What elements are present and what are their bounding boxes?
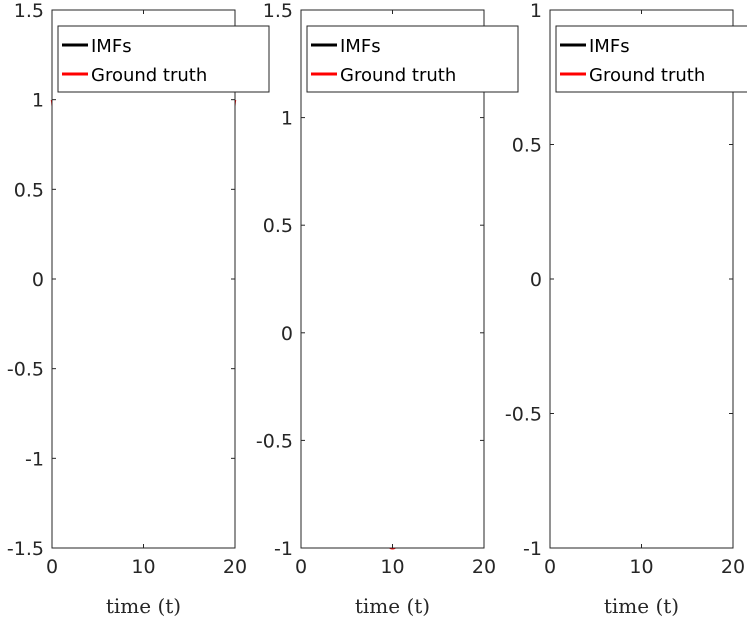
y-tick-label: 0 <box>530 269 542 291</box>
x-tick-label: 0 <box>46 556 58 578</box>
y-tick-label: -0.5 <box>7 359 44 381</box>
y-tick-label: 1.5 <box>263 0 293 22</box>
legend-box <box>57 25 270 93</box>
x-tick-label: 10 <box>380 556 404 578</box>
subplot-1: 0 10 20 -1.5 -1 -0.5 0 0.5 1 1.5 time (t) IMFs Groun… <box>7 0 270 618</box>
legend-entry-label: Ground truth <box>340 65 456 86</box>
y-tick-label: -1.5 <box>7 538 44 560</box>
x-tick-label: 20 <box>721 556 745 578</box>
y-tick-label: 0 <box>281 323 293 345</box>
x-tick-label: 20 <box>223 556 247 578</box>
y-tick-label: 1 <box>32 90 44 112</box>
x-tick-label: 0 <box>295 556 307 578</box>
x-axis-label: time (t) <box>604 594 679 618</box>
y-tick-label: -0.5 <box>505 404 542 426</box>
y-tick-label: -1 <box>274 538 293 560</box>
legend-entry-label: IMFs <box>340 36 381 57</box>
y-tick-label: 0.5 <box>14 179 44 201</box>
y-tick-label: 0.5 <box>263 215 293 237</box>
legend-box <box>306 25 519 93</box>
x-tick-label: 10 <box>629 556 653 578</box>
axes-frame <box>549 9 734 549</box>
legend: IMFs Ground truth <box>555 25 747 93</box>
x-tick-label: 10 <box>131 556 155 578</box>
x-axis-label: time (t) <box>355 594 430 618</box>
legend-entry-label: Ground truth <box>91 65 207 86</box>
legend-box <box>555 25 747 93</box>
y-tick-label: 0.5 <box>512 135 542 157</box>
y-tick-label: 0 <box>32 269 44 291</box>
x-tick-label: 0 <box>544 556 556 578</box>
legend: IMFs Ground truth <box>306 25 519 93</box>
x-axis-label: time (t) <box>106 594 181 618</box>
y-tick-label: 1 <box>281 108 293 130</box>
y-tick-label: -1 <box>523 538 542 560</box>
axes-frame <box>300 9 485 549</box>
legend-entry-label: IMFs <box>589 36 630 57</box>
subplot-3: 0 10 20 -1 -0.5 0 0.5 1 time (t) IMFs Ground truth <box>505 0 747 618</box>
legend-entry-label: IMFs <box>91 36 132 57</box>
y-tick-label: -0.5 <box>256 430 293 452</box>
x-tick-label: 20 <box>472 556 496 578</box>
legend-entry-label: Ground truth <box>589 65 705 86</box>
y-tick-label: -1 <box>25 448 44 470</box>
subplot-2: 0 10 20 -1 -0.5 0 0.5 1 1.5 time (t) IMFs Ground tr… <box>256 0 519 618</box>
y-tick-label: 1 <box>530 0 542 22</box>
legend: IMFs Ground truth <box>57 25 270 93</box>
axes-frame <box>51 9 236 549</box>
y-tick-label: 1.5 <box>14 0 44 22</box>
